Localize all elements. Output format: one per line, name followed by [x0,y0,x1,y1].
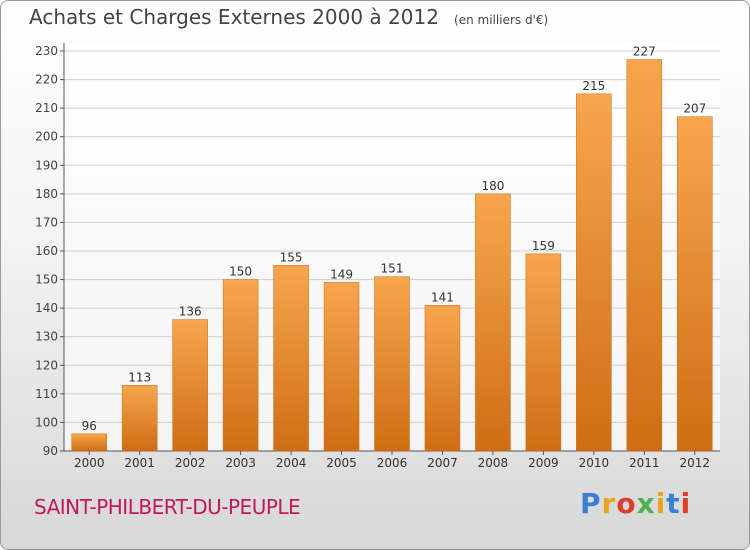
bar [222,279,259,452]
y-tick-label: 180 [35,187,58,201]
bar-value-label: 96 [82,419,97,433]
bar-value-label: 149 [330,267,353,281]
y-tick-label: 160 [35,244,58,258]
y-tick-label: 90 [43,444,58,458]
logo-letter: r [601,487,617,520]
logo-letter: i [680,487,692,520]
chart-title: Achats et Charges Externes 2000 à 2012 (… [29,5,548,29]
bar [677,116,713,452]
logo-letter: t [666,487,681,520]
x-tick-label: 2011 [629,456,660,470]
x-tick-label: 2007 [427,456,458,470]
bar [273,265,309,452]
bar-value-label: 150 [229,265,252,279]
bar [475,193,511,452]
bar [374,276,410,452]
bar-value-label: 136 [179,305,202,319]
x-tick-label: 2006 [377,456,408,470]
y-tick-label: 110 [35,387,58,401]
bar [172,319,208,452]
bar-value-label: 207 [683,102,706,116]
y-tick-label: 150 [35,273,58,287]
y-tick-label: 130 [35,330,58,344]
x-tick-label: 2005 [326,456,357,470]
logo-letter: x [636,487,656,520]
x-tick-label: 2000 [74,456,105,470]
y-tick-label: 100 [35,415,58,429]
bar-value-label: 141 [431,290,454,304]
x-tick-label: 2012 [679,456,710,470]
y-tick-label: 170 [35,215,58,229]
x-tick-label: 2003 [225,456,256,470]
x-tick-label: 2001 [124,456,155,470]
bar [71,433,107,452]
bar-value-label: 227 [633,45,656,59]
x-tick-label: 2004 [276,456,307,470]
bar [576,93,612,452]
bar [121,385,158,452]
y-tick-label: 140 [35,301,58,315]
x-tick-label: 2008 [478,456,509,470]
proxiti-logo: Proxiti [580,487,691,520]
x-tick-label: 2002 [175,456,206,470]
y-tick-label: 200 [35,130,58,144]
bar [525,253,562,452]
logo-letter: i [655,487,667,520]
y-tick-label: 210 [35,101,58,115]
logo-letter: P [580,487,602,520]
y-tick-label: 190 [35,158,58,172]
y-tick-label: 120 [35,358,58,372]
bar-value-label: 215 [582,79,605,93]
bar-value-label: 159 [532,239,555,253]
y-tick-label: 230 [35,44,58,58]
x-tick-label: 2009 [528,456,559,470]
unit-label: (en milliers d'€) [454,13,549,27]
bar [323,282,360,452]
title-text: Achats et Charges Externes 2000 à 2012 [29,5,439,29]
bar-value-label: 151 [381,262,404,276]
commune-name: SAINT-PHILBERT-DU-PEUPLE [34,495,301,519]
bar-value-label: 113 [128,370,151,384]
bar-value-label: 180 [481,179,504,193]
bar [424,305,461,452]
x-tick-label: 2010 [579,456,610,470]
bar-value-label: 155 [280,250,303,264]
y-tick-label: 220 [35,73,58,87]
logo-letter: o [616,487,637,520]
bar [626,59,663,452]
